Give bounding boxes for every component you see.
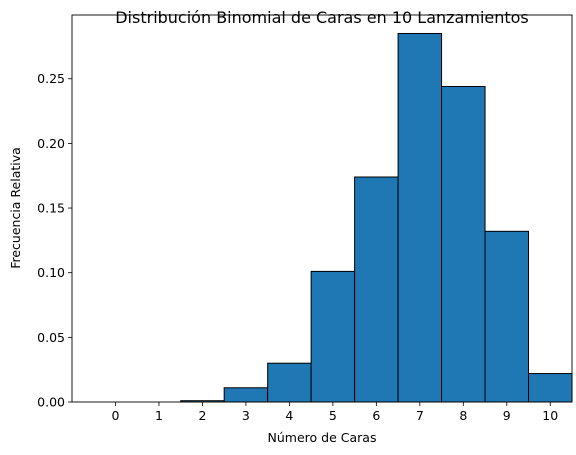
x-tick-label: 4 (285, 408, 293, 423)
y-tick-label: 0.00 (37, 395, 65, 410)
bar-8 (441, 86, 486, 403)
x-tick-label: 10 (542, 408, 558, 423)
plot-frame (71, 14, 573, 403)
chart-title: Distribución Binomial de Caras en 10 Lan… (115, 8, 529, 27)
y-tick-label: 0.10 (37, 265, 65, 280)
x-tick-label: 7 (416, 408, 424, 423)
x-tick-label: 2 (198, 408, 206, 423)
x-tick-label: 8 (459, 408, 467, 423)
x-tick-label: 5 (329, 408, 337, 423)
bar-4 (267, 362, 312, 403)
bar-5 (310, 270, 356, 403)
x-axis-label: Número de Caras (268, 430, 377, 445)
y-axis-ticks: 0.00 0.05 0.10 0.15 0.20 0.25 (37, 71, 72, 410)
bar-10 (528, 373, 573, 403)
x-tick-label: 9 (503, 408, 511, 423)
bar-6 (354, 176, 399, 403)
bars-group (180, 32, 573, 403)
bar-3 (223, 387, 269, 403)
y-axis-label: Frecuencia Relativa (8, 147, 23, 269)
y-tick-label: 0.15 (37, 201, 65, 216)
x-tick-label: 0 (112, 408, 120, 423)
x-axis-ticks: 0 1 2 3 4 5 6 7 8 9 10 (112, 402, 558, 423)
bar-7 (397, 32, 443, 403)
bar-9 (484, 230, 530, 403)
x-tick-label: 1 (155, 408, 163, 423)
x-tick-label: 3 (242, 408, 250, 423)
y-tick-label: 0.20 (37, 136, 65, 151)
y-tick-label: 0.25 (37, 71, 65, 86)
y-tick-label: 0.05 (37, 330, 65, 345)
x-tick-label: 6 (372, 408, 380, 423)
